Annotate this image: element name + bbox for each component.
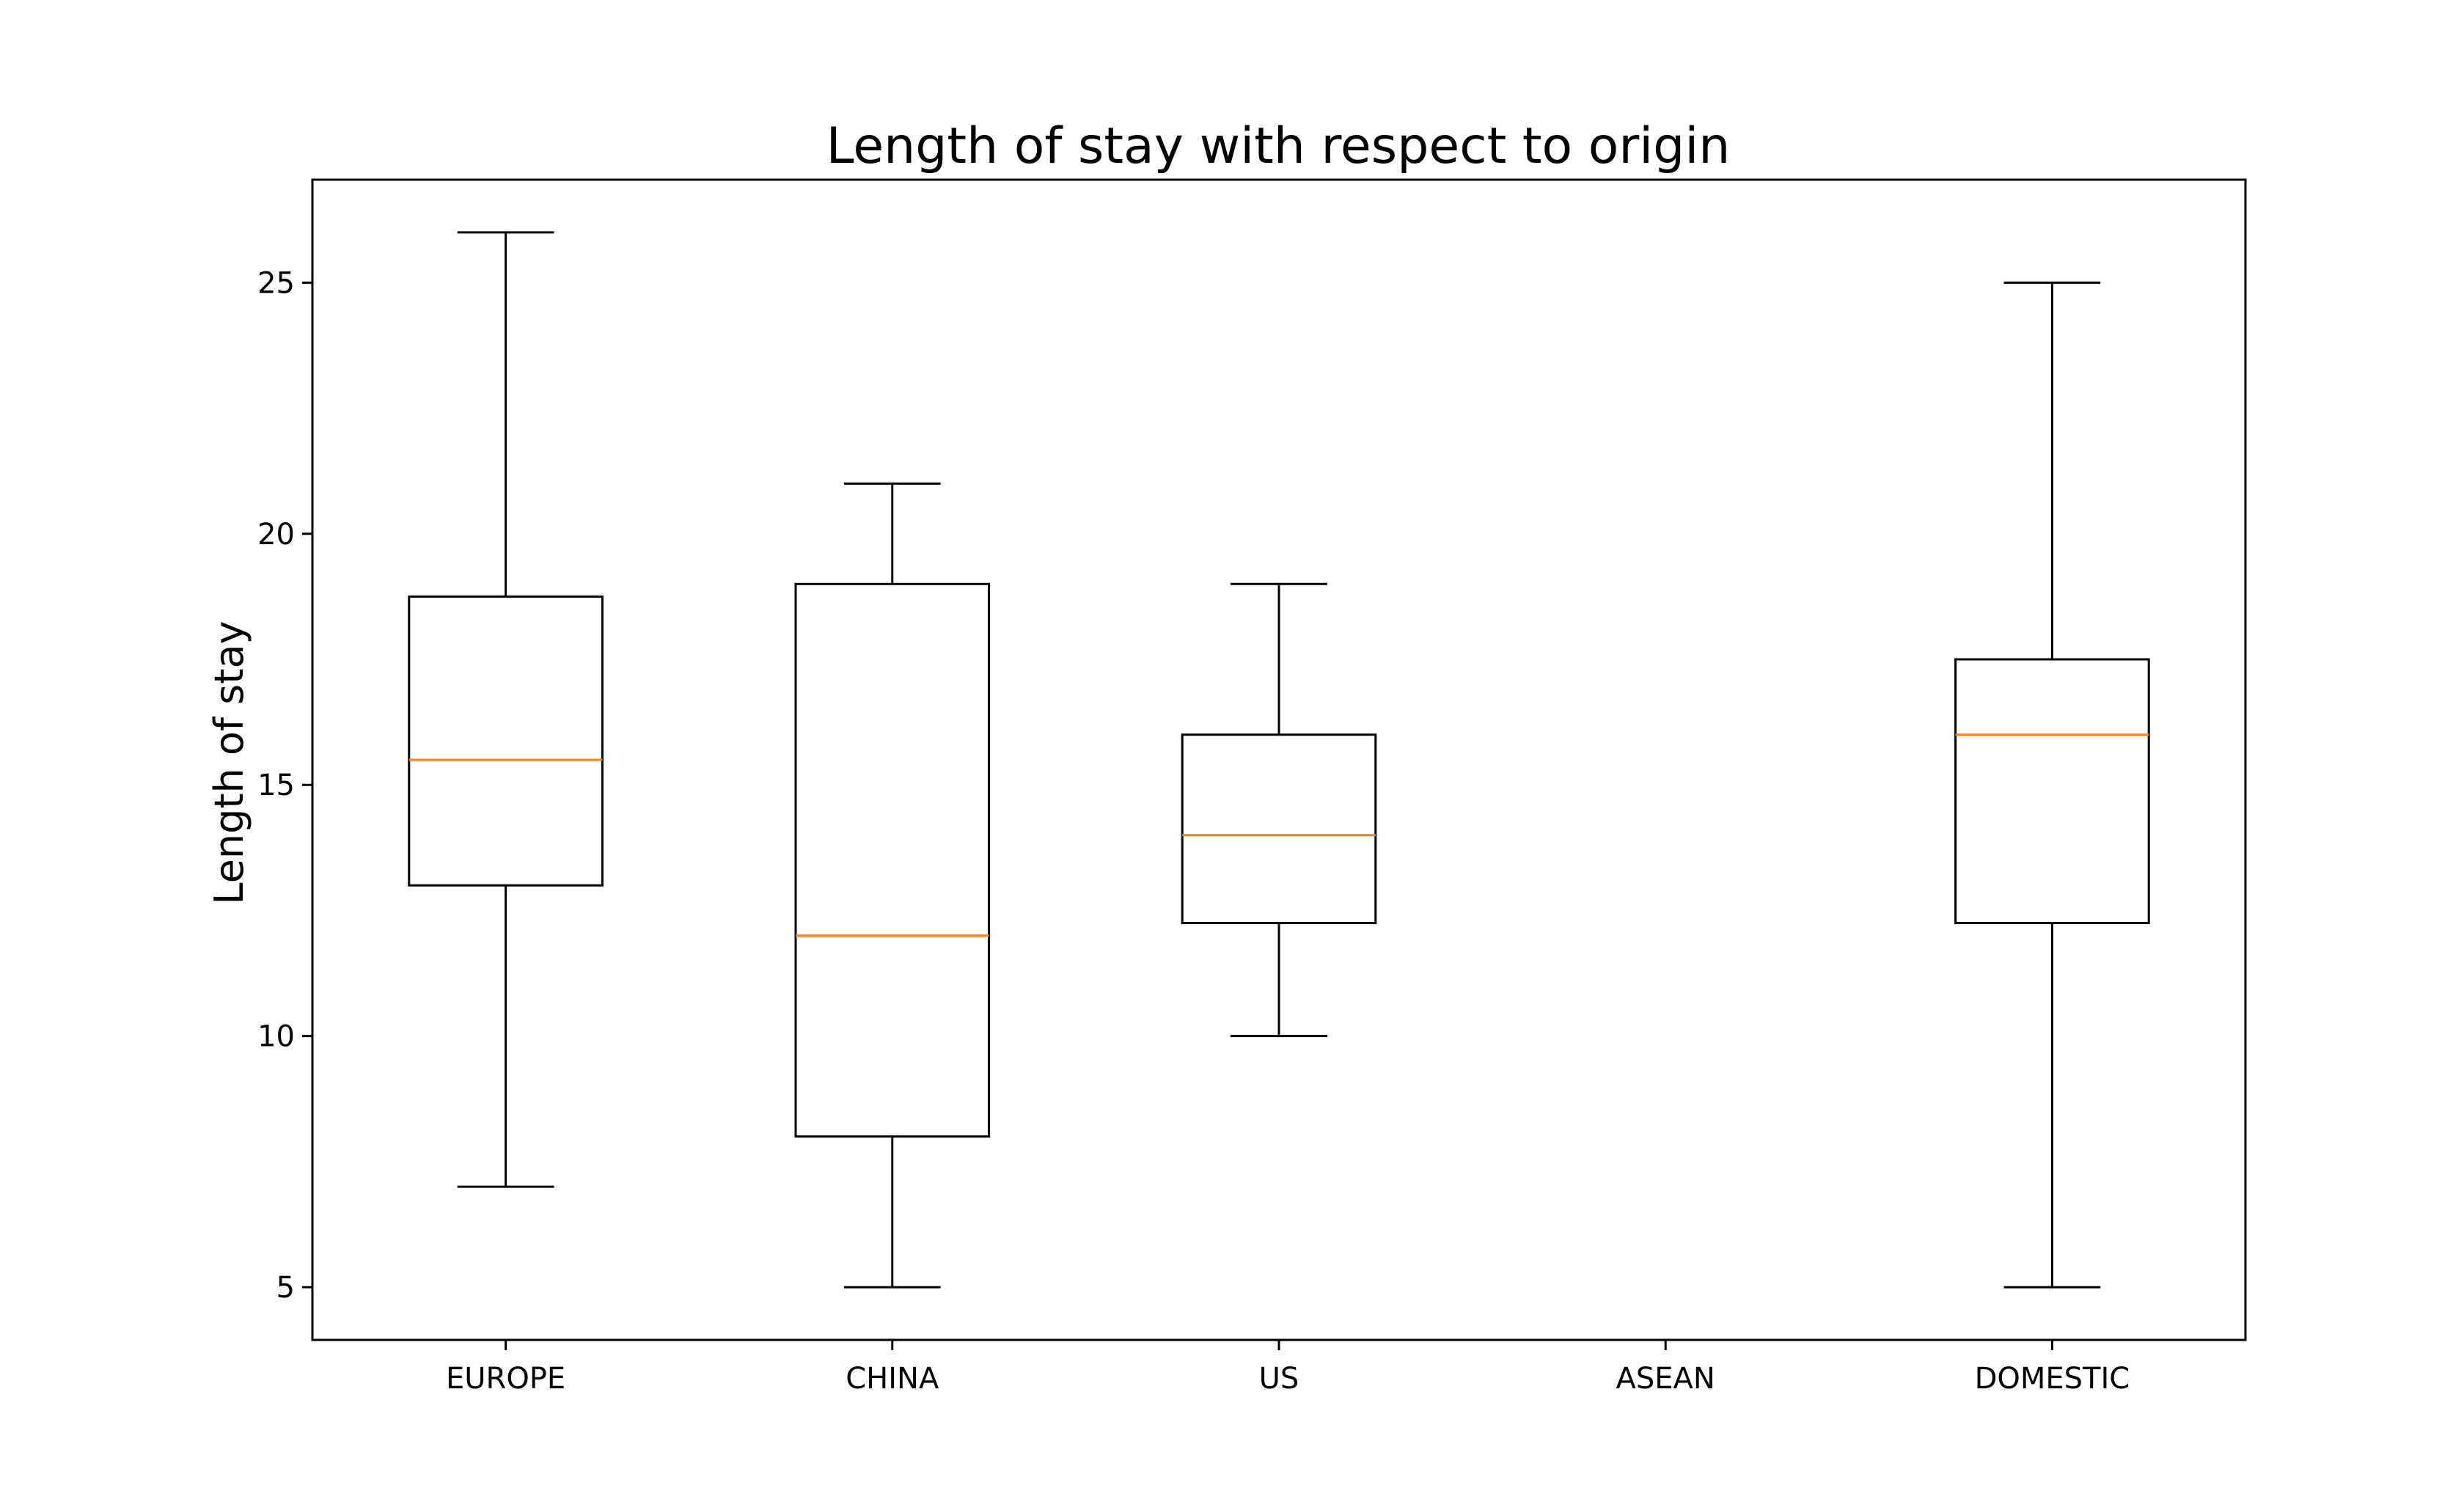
x-tick-label: CHINA [846,1362,939,1396]
x-tick-label: ASEAN [1616,1362,1715,1396]
box-us [1181,733,1377,925]
x-tick-label: US [1259,1362,1299,1396]
box-china [794,582,991,1138]
box-europe [408,595,604,887]
plot-area: 5 10 15 20 25 EUROPE CHINA US ASEAN DOMESTIC [257,178,2247,1396]
x-tick-label: DOMESTIC [1975,1362,2130,1396]
y-tick-label: 20 [257,518,295,552]
box-domestic [1954,658,2150,925]
x-tick-label: EUROPE [446,1362,565,1396]
y-tick-label: 15 [257,769,295,802]
y-tick-label: 10 [257,1020,295,1054]
chart-title: Length of stay with respect to origin [826,117,1731,175]
y-axis-label: Length of stay [206,621,252,905]
y-tick-label: 5 [276,1271,295,1305]
y-tick-label: 25 [257,266,295,300]
